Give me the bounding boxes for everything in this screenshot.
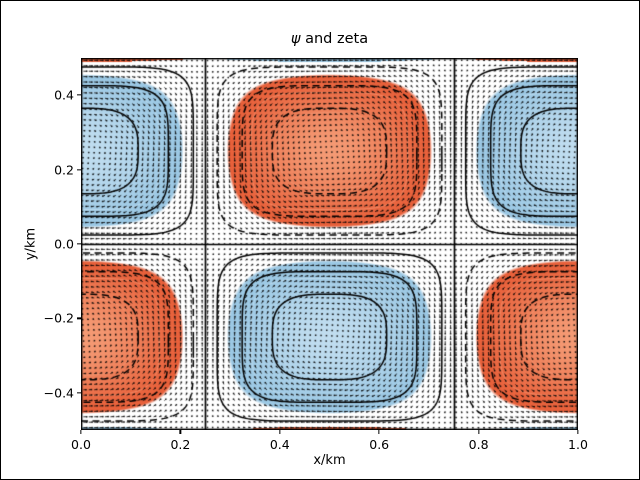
y-tick-label: 0.4 bbox=[54, 87, 74, 103]
x-tick-mark bbox=[577, 430, 579, 434]
title-psi-symbol: ψ bbox=[290, 31, 301, 47]
x-tick-label: 1.0 bbox=[568, 437, 588, 452]
contour-quiver-canvas bbox=[81, 58, 578, 430]
x-tick-label: 0.2 bbox=[170, 437, 191, 452]
x-tick-mark bbox=[179, 430, 182, 434]
y-tick-mark bbox=[76, 392, 81, 394]
y-tick-mark bbox=[76, 94, 81, 96]
y-tick-label: 0.2 bbox=[54, 162, 74, 178]
x-axis-label: x/km bbox=[313, 453, 346, 468]
plot-title: ψ and zeta bbox=[81, 30, 578, 48]
x-tick-mark bbox=[279, 430, 281, 434]
x-tick-label: 0.6 bbox=[369, 437, 390, 452]
x-tick-mark bbox=[378, 430, 380, 434]
y-tick-mark bbox=[76, 168, 81, 171]
y-tick-mark bbox=[76, 243, 81, 245]
x-tick-mark bbox=[477, 430, 480, 434]
plot-area: 0.0 0.2 0.4 0.6 0.8 1.0 0.4 0.2 0.0 −0.2… bbox=[44, 58, 588, 452]
x-tick-label: 0.8 bbox=[468, 437, 489, 452]
y-tick-label: −0.4 bbox=[43, 385, 74, 401]
y-axis-label: y/km bbox=[23, 227, 39, 261]
x-tick-label: 0.4 bbox=[269, 437, 290, 452]
y-tick-mark bbox=[76, 317, 81, 320]
x-tick-mark bbox=[80, 430, 82, 434]
x-tick-label: 0.0 bbox=[71, 437, 91, 452]
y-tick-label: 0.0 bbox=[54, 236, 74, 252]
y-tick-label: −0.2 bbox=[43, 310, 74, 326]
title-text: and zeta bbox=[300, 31, 369, 47]
